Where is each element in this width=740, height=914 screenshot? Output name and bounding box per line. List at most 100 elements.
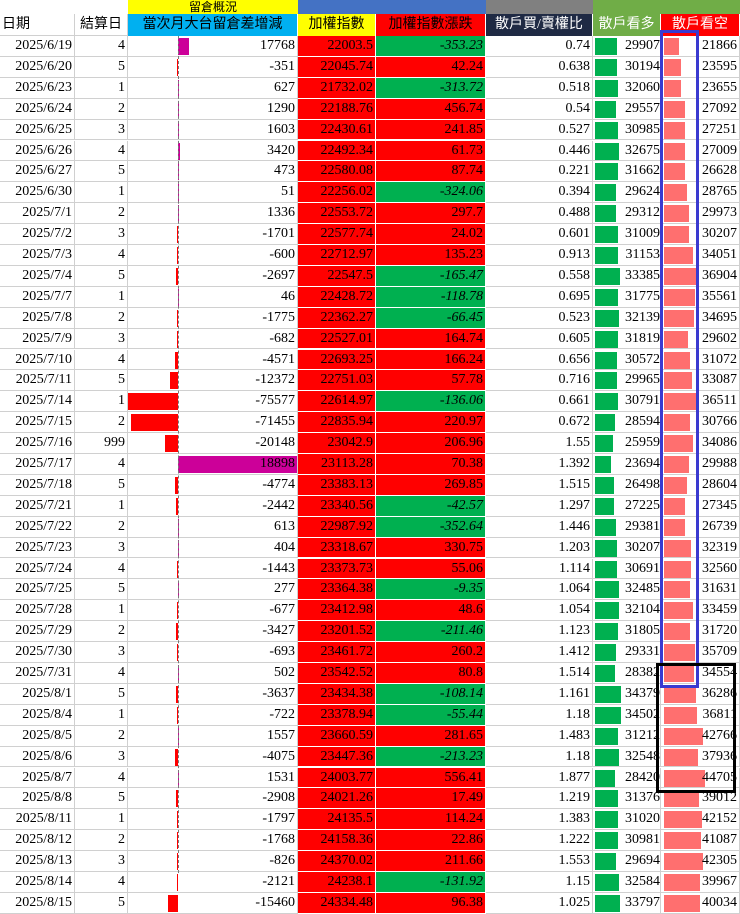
retail-ratio-cell[interactable]: 0.523 xyxy=(486,307,593,329)
retail-short-cell[interactable]: 29988 xyxy=(661,454,740,475)
index-cell[interactable]: 24238.1 xyxy=(298,872,376,893)
index-change-cell[interactable]: 456.74 xyxy=(376,98,486,120)
date-cell[interactable]: 2025/6/27 xyxy=(0,161,75,183)
index-change-cell[interactable]: 269.85 xyxy=(376,474,486,496)
retail-long-cell[interactable]: 26498 xyxy=(593,474,661,496)
index-change-cell[interactable]: -108.14 xyxy=(376,683,486,705)
date-cell[interactable]: 2025/8/6 xyxy=(0,746,75,768)
date-cell[interactable]: 2025/6/25 xyxy=(0,119,75,141)
index-change-cell[interactable]: 260.2 xyxy=(376,642,486,663)
retail-short-cell[interactable]: 36286 xyxy=(661,683,740,705)
settle-day-cell[interactable]: 5 xyxy=(75,788,128,810)
retail-ratio-cell[interactable]: 1.222 xyxy=(486,830,593,852)
settle-day-cell[interactable]: 5 xyxy=(75,579,128,601)
retail-short-cell[interactable]: 34554 xyxy=(661,663,740,684)
index-cell[interactable]: 23113.28 xyxy=(298,454,376,475)
retail-long-cell[interactable]: 31153 xyxy=(593,245,661,266)
index-cell[interactable]: 24003.77 xyxy=(298,767,376,789)
date-cell[interactable]: 2025/7/14 xyxy=(0,391,75,413)
oi-change-cell[interactable]: 18898 xyxy=(128,454,298,475)
retail-short-cell[interactable]: 39012 xyxy=(661,788,740,810)
retail-long-cell[interactable]: 29557 xyxy=(593,98,661,120)
index-change-cell[interactable]: 330.75 xyxy=(376,537,486,559)
index-change-cell[interactable]: 55.06 xyxy=(376,558,486,580)
index-change-cell[interactable]: -313.72 xyxy=(376,77,486,99)
oi-change-cell[interactable]: -3637 xyxy=(128,683,298,705)
index-cell[interactable]: 22256.02 xyxy=(298,182,376,204)
retail-ratio-cell[interactable]: 1.161 xyxy=(486,683,593,705)
oi-change-cell[interactable]: 17768 xyxy=(128,36,298,57)
retail-ratio-cell[interactable]: 0.488 xyxy=(486,203,593,225)
retail-ratio-cell[interactable]: 1.412 xyxy=(486,642,593,663)
index-cell[interactable]: 23378.94 xyxy=(298,704,376,726)
retail-ratio-cell[interactable]: 0.716 xyxy=(486,370,593,392)
retail-long-cell[interactable]: 25959 xyxy=(593,433,661,454)
oi-change-cell[interactable]: -722 xyxy=(128,704,298,726)
retail-long-cell[interactable]: 33385 xyxy=(593,265,661,287)
retail-ratio-cell[interactable]: 0.558 xyxy=(486,265,593,287)
oi-change-cell[interactable]: 1557 xyxy=(128,725,298,747)
date-cell[interactable]: 2025/7/17 xyxy=(0,454,75,475)
index-cell[interactable]: 23340.56 xyxy=(298,495,376,517)
header-settle-day[interactable]: 結算日 xyxy=(75,14,128,36)
index-change-cell[interactable]: 22.86 xyxy=(376,830,486,852)
settle-day-cell[interactable]: 2 xyxy=(75,725,128,747)
settle-day-cell[interactable]: 3 xyxy=(75,746,128,768)
retail-long-cell[interactable]: 29331 xyxy=(593,642,661,663)
oi-change-cell[interactable]: 1290 xyxy=(128,98,298,120)
settle-day-cell[interactable]: 3 xyxy=(75,537,128,559)
index-cell[interactable]: 21732.02 xyxy=(298,77,376,99)
settle-day-cell[interactable]: 2 xyxy=(75,203,128,225)
date-cell[interactable]: 2025/7/24 xyxy=(0,558,75,580)
settle-day-cell[interactable]: 2 xyxy=(75,412,128,434)
retail-long-cell[interactable]: 32060 xyxy=(593,77,661,99)
retail-long-cell[interactable]: 27225 xyxy=(593,495,661,517)
oi-change-cell[interactable]: -1443 xyxy=(128,558,298,580)
settle-day-cell[interactable]: 1 xyxy=(75,704,128,726)
settle-day-cell[interactable]: 5 xyxy=(75,474,128,496)
retail-short-cell[interactable]: 42305 xyxy=(661,851,740,872)
retail-ratio-cell[interactable]: 0.672 xyxy=(486,412,593,434)
date-cell[interactable]: 2025/7/10 xyxy=(0,349,75,371)
index-change-cell[interactable]: -213.23 xyxy=(376,746,486,768)
retail-ratio-cell[interactable]: 1.18 xyxy=(486,746,593,768)
retail-short-cell[interactable]: 37936 xyxy=(661,746,740,768)
settle-day-cell[interactable]: 4 xyxy=(75,36,128,57)
oi-change-cell[interactable]: -12372 xyxy=(128,370,298,392)
retail-long-cell[interactable]: 32675 xyxy=(593,140,661,162)
oi-change-cell[interactable]: -677 xyxy=(128,600,298,622)
retail-long-cell[interactable]: 30207 xyxy=(593,537,661,559)
header-retail-short[interactable]: 散戶看空 xyxy=(661,14,740,36)
retail-ratio-cell[interactable]: 0.656 xyxy=(486,349,593,371)
date-cell[interactable]: 2025/6/30 xyxy=(0,182,75,204)
settle-day-cell[interactable]: 3 xyxy=(75,224,128,245)
retail-short-cell[interactable]: 27009 xyxy=(661,140,740,162)
index-cell[interactable]: 22553.72 xyxy=(298,203,376,225)
retail-short-cell[interactable]: 31631 xyxy=(661,579,740,601)
retail-short-cell[interactable]: 44705 xyxy=(661,767,740,789)
settle-day-cell[interactable]: 2 xyxy=(75,98,128,120)
retail-long-cell[interactable]: 31819 xyxy=(593,328,661,350)
settle-day-cell[interactable]: 2 xyxy=(75,516,128,538)
retail-long-cell[interactable]: 34379 xyxy=(593,683,661,705)
index-cell[interactable]: 23318.67 xyxy=(298,537,376,559)
index-cell[interactable]: 23373.73 xyxy=(298,558,376,580)
index-change-cell[interactable]: 281.65 xyxy=(376,725,486,747)
date-cell[interactable]: 2025/7/8 xyxy=(0,307,75,329)
oi-change-cell[interactable]: -600 xyxy=(128,245,298,266)
retail-ratio-cell[interactable]: 1.054 xyxy=(486,600,593,622)
settle-day-cell[interactable]: 999 xyxy=(75,433,128,454)
retail-long-cell[interactable]: 33797 xyxy=(593,892,661,914)
date-cell[interactable]: 2025/7/21 xyxy=(0,495,75,517)
retail-long-cell[interactable]: 32548 xyxy=(593,746,661,768)
oi-change-cell[interactable]: -826 xyxy=(128,851,298,872)
oi-change-cell[interactable]: -1797 xyxy=(128,809,298,831)
retail-long-cell[interactable]: 30791 xyxy=(593,391,661,413)
retail-long-cell[interactable]: 31376 xyxy=(593,788,661,810)
retail-long-cell[interactable]: 29694 xyxy=(593,851,661,872)
retail-short-cell[interactable]: 35709 xyxy=(661,642,740,663)
settle-day-cell[interactable]: 2 xyxy=(75,621,128,643)
index-cell[interactable]: 23364.38 xyxy=(298,579,376,601)
index-cell[interactable]: 22614.97 xyxy=(298,391,376,413)
settle-day-cell[interactable]: 1 xyxy=(75,600,128,622)
